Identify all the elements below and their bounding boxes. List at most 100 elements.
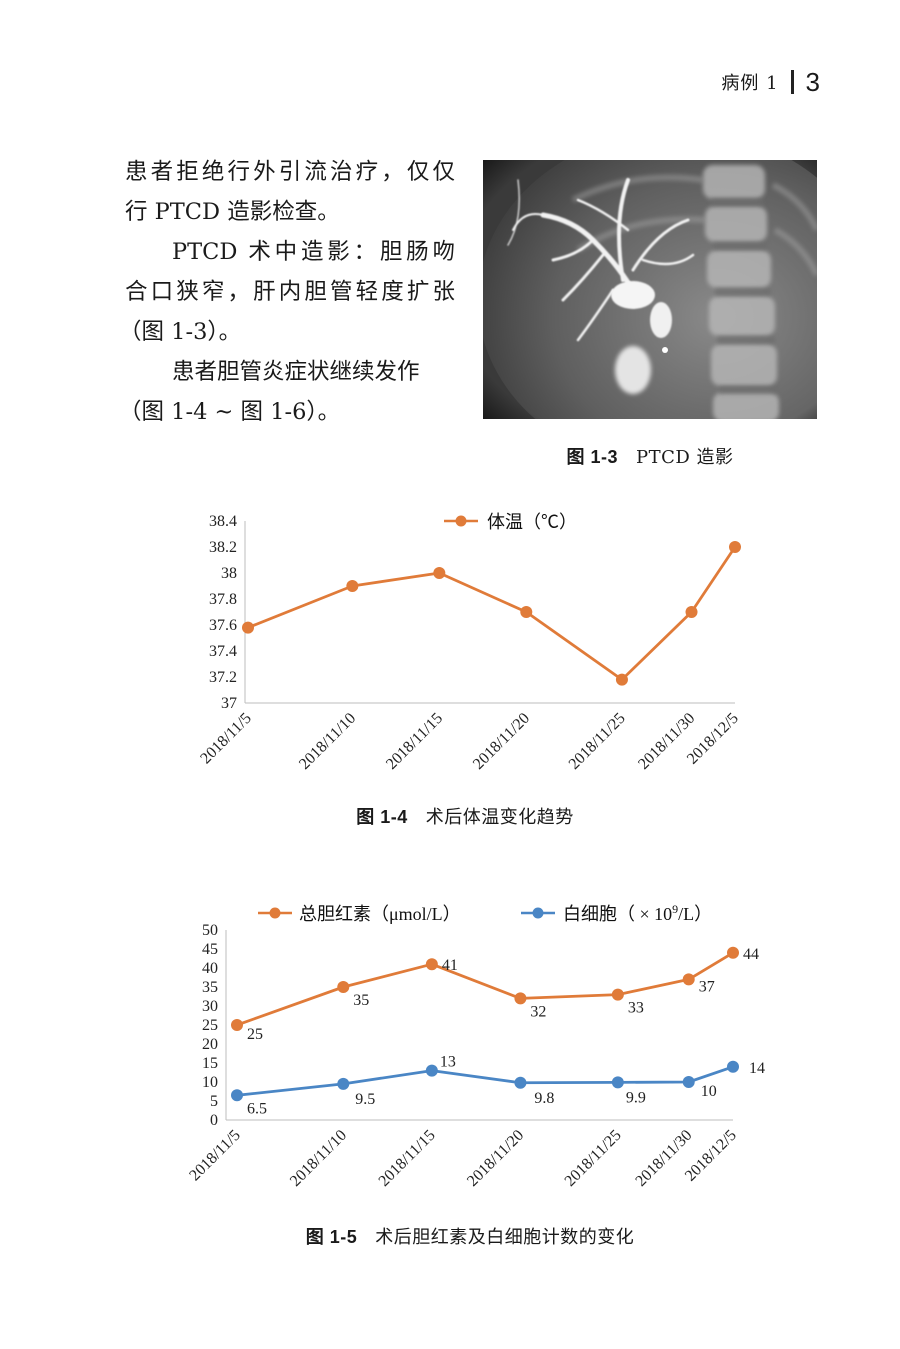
data-point-0-1	[346, 580, 359, 592]
figure-1-4-caption: 图 1-4 术后体温变化趋势	[300, 803, 630, 829]
x-tick-label: 2018/11/15	[376, 1127, 439, 1190]
running-header: 病例 1 3	[721, 62, 820, 102]
header-chapter-label: 病例 1	[721, 73, 779, 94]
data-point-1-3	[514, 1076, 527, 1089]
x-tick: 2018/11/20	[464, 1127, 527, 1190]
x-tick: 2018/11/30	[632, 1127, 695, 1190]
para1-line2: 行 PTCD 造影检查。	[125, 199, 340, 225]
x-tick: 2018/11/10	[287, 1127, 350, 1190]
data-label-0-2: 41	[442, 957, 458, 974]
y-tick-label: 37.2	[209, 669, 237, 686]
chart2-axes	[225, 930, 733, 1121]
ptcd-angiography-image	[483, 160, 817, 419]
para3-line1: 患者胆管炎症状继续发作	[172, 359, 420, 385]
legend-label-wbc-suffix: /L）	[678, 904, 712, 924]
data-point-0-3	[520, 606, 533, 618]
y-tick-label: 10	[202, 1074, 218, 1091]
para1-line1: 患者拒绝行外引流治疗，仅仅	[125, 159, 455, 185]
y-tick-label: 37.8	[209, 591, 237, 608]
figure-1-3-caption: 图 1-3 PTCD 造影	[483, 443, 817, 469]
figure-1-4-title: 术后体温变化趋势	[425, 807, 574, 828]
data-point-0-6	[729, 541, 741, 553]
para2-line3: （图 1-3）。	[119, 319, 242, 345]
chart1-axes	[244, 521, 735, 704]
legend-label-bilirubin: 总胆红素（μmol/L）	[299, 904, 461, 924]
x-tick-label: 2018/11/20	[464, 1127, 527, 1190]
data-label-1-1: 9.5	[355, 1091, 375, 1108]
data-point-0-1	[337, 981, 350, 993]
x-tick: 2018/11/25	[562, 1127, 625, 1190]
data-point-0-3	[514, 992, 527, 1005]
chart1-legend: 体温（℃）	[444, 512, 577, 532]
figure-1-4-label: 图 1-4	[356, 807, 408, 827]
figure-1-3-title: PTCD 造影	[635, 447, 734, 468]
chart1-y-ticks: 37 37.2 37.4 37.6 37.8 38 38.2 38.4	[209, 513, 237, 712]
y-tick-label: 45	[202, 941, 218, 958]
chart1-series	[242, 541, 741, 686]
y-tick-label: 37	[221, 695, 237, 712]
y-tick-label: 37.4	[209, 643, 237, 660]
data-point-1-6	[727, 1060, 739, 1073]
chart2-legend: 总胆红素（μmol/L） 白细胞（ × 109/L）	[258, 902, 712, 924]
figure-1-5-caption: 图 1-5 术后胆红素及白细胞计数的变化	[260, 1223, 680, 1249]
data-label-1-4: 9.9	[626, 1089, 646, 1106]
data-point-0-0	[231, 1019, 243, 1031]
y-tick-label: 20	[202, 1036, 218, 1053]
x-tick-label: 2018/11/25	[562, 1127, 625, 1190]
data-point-0-4	[615, 673, 628, 686]
y-tick-label: 30	[202, 998, 218, 1015]
data-label-1-2: 13	[440, 1054, 456, 1071]
data-label-1-6: 14	[749, 1060, 765, 1077]
y-tick-label: 35	[202, 979, 218, 996]
data-point-0-0	[242, 621, 254, 634]
para3-line2: （图 1-4 ~ 图 1-6）。	[119, 399, 341, 425]
y-tick-label: 0	[210, 1112, 218, 1129]
y-tick-label: 50	[202, 922, 218, 939]
data-point-1-5	[682, 1076, 695, 1088]
chart2-x-ticks: 2018/11/5 2018/11/10 2018/11/15 2018/11/20 2…	[186, 1127, 739, 1190]
series-line-0	[236, 951, 734, 1027]
legend-marker-temperature	[455, 515, 467, 527]
figure-1-5-title: 术后胆红素及白细胞计数的变化	[375, 1227, 635, 1248]
data-label-0-3: 32	[530, 1003, 546, 1020]
figure-1-3-label: 图 1-3	[566, 447, 618, 467]
data-label-0-4: 33	[628, 1000, 644, 1017]
para2-line1: PTCD 术中造影：胆肠吻	[172, 239, 455, 265]
data-point-0-5	[685, 606, 698, 618]
data-point-0-2	[433, 567, 446, 579]
chart2-series: 25 35 41 32 33 37 44 6.5 9.5 13 9.8 9.9 10 14	[231, 946, 765, 1117]
y-tick-label: 37.6	[209, 617, 237, 634]
legend-label-wbc-prefix: 白细胞（ × 10	[563, 904, 672, 924]
data-point-0-2	[425, 958, 438, 971]
series-line-1	[236, 1065, 734, 1097]
header-divider	[790, 70, 794, 94]
legend-label-temperature: 体温（℃）	[487, 512, 577, 532]
y-tick-label: 25	[202, 1017, 218, 1034]
data-label-0-6: 44	[743, 946, 759, 963]
y-tick-label: 38	[221, 565, 237, 582]
y-tick-label: 40	[202, 960, 218, 977]
chart2-y-ticks: 0 5 10 15 20 25 30 35 40 45 50	[202, 922, 218, 1129]
x-tick-label: 2018/11/5	[186, 1127, 243, 1184]
data-label-0-5: 37	[699, 978, 715, 995]
y-tick-label: 38.4	[209, 513, 237, 530]
data-label-1-3: 9.8	[534, 1090, 554, 1107]
data-point-1-4	[611, 1076, 624, 1089]
data-label-0-1: 35	[353, 992, 369, 1009]
data-point-1-1	[337, 1077, 350, 1090]
page-number: 3	[805, 66, 820, 97]
x-tick-label: 2018/11/30	[632, 1127, 695, 1190]
data-point-0-5	[682, 973, 695, 986]
legend-label-wbc-sup: 9	[672, 902, 678, 916]
data-label-1-0: 6.5	[247, 1100, 267, 1117]
legend-marker-bilirubin	[269, 907, 281, 919]
figure-1-5-label: 图 1-5	[305, 1227, 358, 1247]
data-point-1-0	[231, 1089, 243, 1102]
x-tick-label: 2018/11/10	[287, 1127, 350, 1190]
data-label-0-0: 25	[247, 1026, 263, 1043]
xray-graphic	[483, 160, 817, 419]
body-text: 患者拒绝行外引流治疗，仅仅 行 PTCD 造影检查。 PTCD 术中造影：胆肠吻…	[119, 152, 455, 432]
y-tick-label: 15	[202, 1055, 218, 1072]
